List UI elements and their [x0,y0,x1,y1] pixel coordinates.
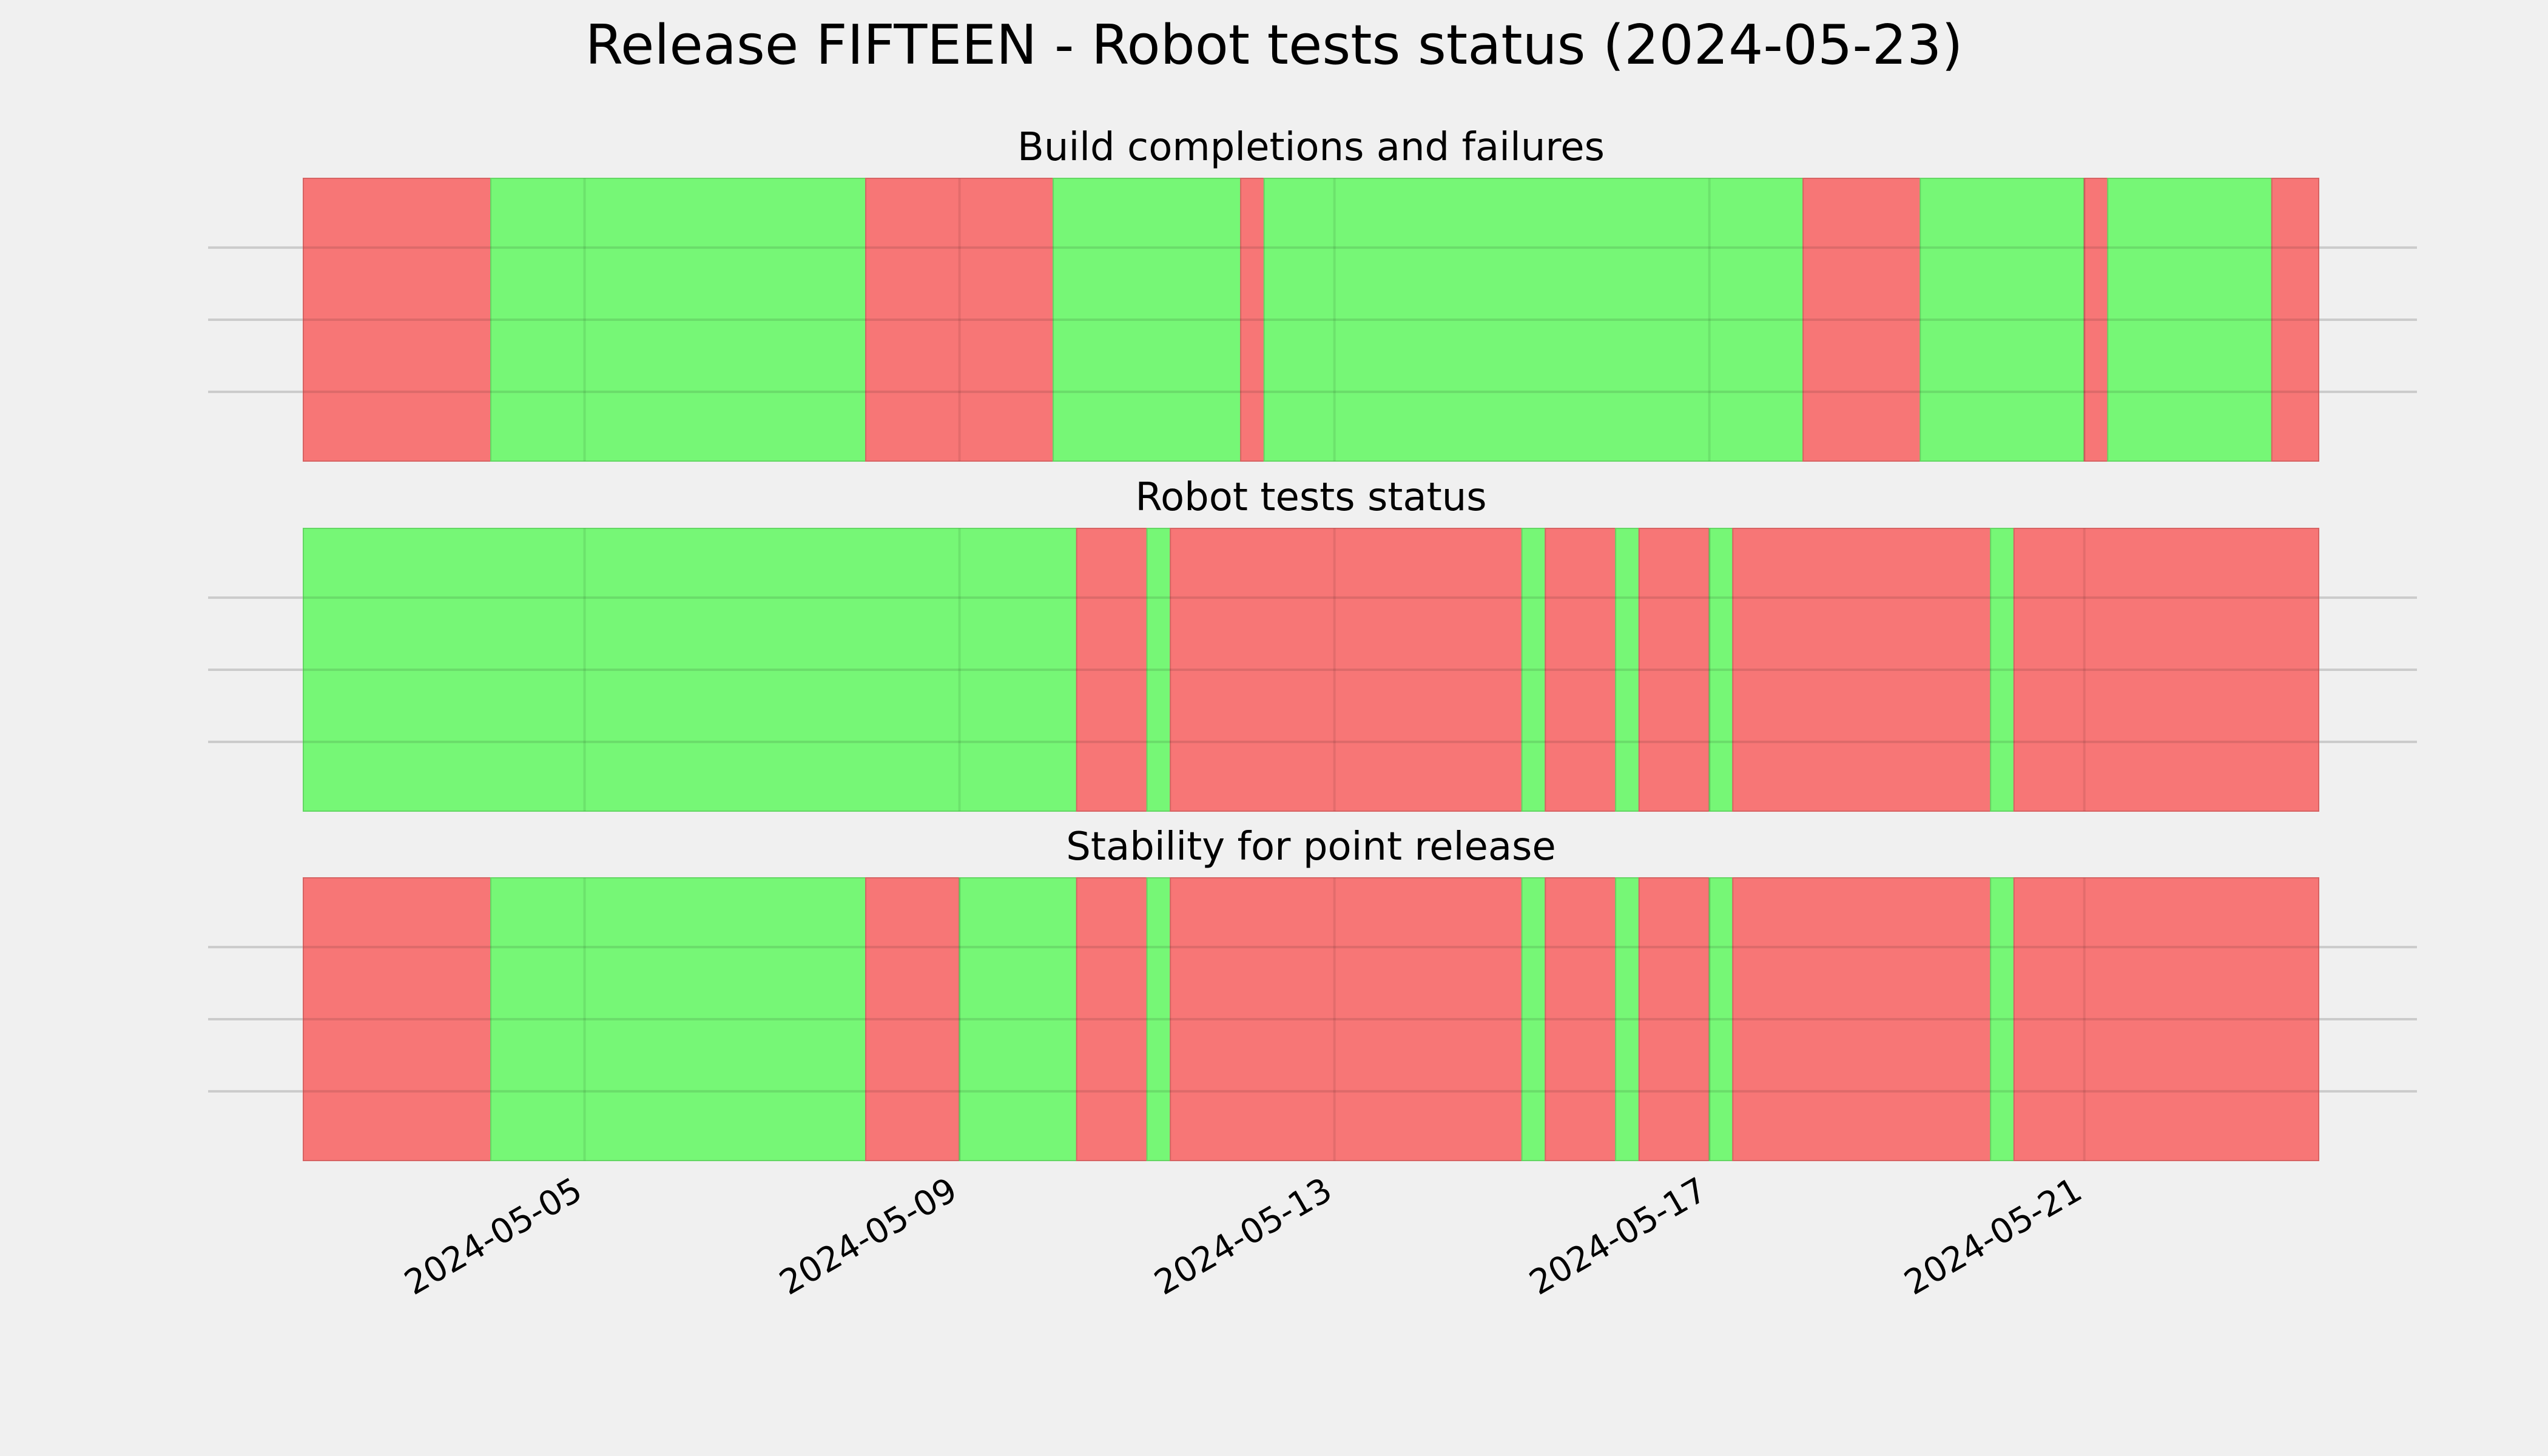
status-segment-pass [1615,877,1640,1161]
status-segment-fail [1076,877,1148,1161]
status-segment-fail [1170,528,1523,812]
status-segment-fail [1638,528,1710,812]
status-segment-fail [1732,528,1992,812]
panel-1: Build completions and failures [208,125,2417,462]
panel-2: Robot tests status [208,475,2417,812]
status-segment-fail [2013,528,2319,812]
status-segment-pass [2107,178,2273,462]
panel-title: Robot tests status [1135,475,1486,520]
panel-title: Build completions and failures [1017,125,1605,170]
x-tick-label: 2024-05-09 [773,1170,963,1303]
panel-3: Stability for point release [208,824,2417,1161]
status-segment-pass [1990,877,2015,1161]
status-segment-fail [1638,877,1710,1161]
x-tick-label: 2024-05-17 [1523,1170,1713,1303]
status-segment-pass [1615,528,1640,812]
status-segment-pass [303,528,1077,812]
status-segment-fail [1240,178,1265,462]
status-segment-pass [1146,877,1171,1161]
status-segment-fail [2013,877,2319,1161]
x-tick-label: 2024-05-05 [398,1170,588,1303]
timeline-panels: Build completions and failures Robot test… [208,125,2417,1161]
x-tick-label: 2024-05-21 [1898,1170,2088,1303]
x-tick-label: 2024-05-13 [1148,1170,1338,1303]
status-segment-fail [865,877,960,1161]
status-segment-pass [490,178,867,462]
status-segment-fail [1170,877,1523,1161]
status-segment-pass [1263,178,1804,462]
status-segment-pass [1146,528,1171,812]
status-segment-pass [1919,178,2085,462]
status-segment-fail [1076,528,1148,812]
chart-title: Release FIFTEEN - Robot tests status (20… [585,13,1963,77]
status-segment-fail [1545,528,1617,812]
status-segment-fail [1545,877,1617,1161]
status-segment-pass [1708,877,1734,1161]
status-segment-fail [2271,178,2319,462]
status-segment-fail [303,877,492,1161]
status-segment-fail [1802,178,1921,462]
status-segment-pass [1708,528,1734,812]
status-segment-fail [2083,178,2109,462]
status-segment-fail [303,178,492,462]
panel-title: Stability for point release [1066,824,1556,869]
status-segment-fail [1732,877,1992,1161]
status-segment-pass [1053,178,1242,462]
status-segment-pass [1521,528,1546,812]
status-segment-pass [959,877,1077,1161]
status-segment-fail [865,178,1054,462]
x-axis-tick-labels: 2024-05-05 2024-05-09 2024-05-13 2024-05-17… [398,1170,2089,1303]
